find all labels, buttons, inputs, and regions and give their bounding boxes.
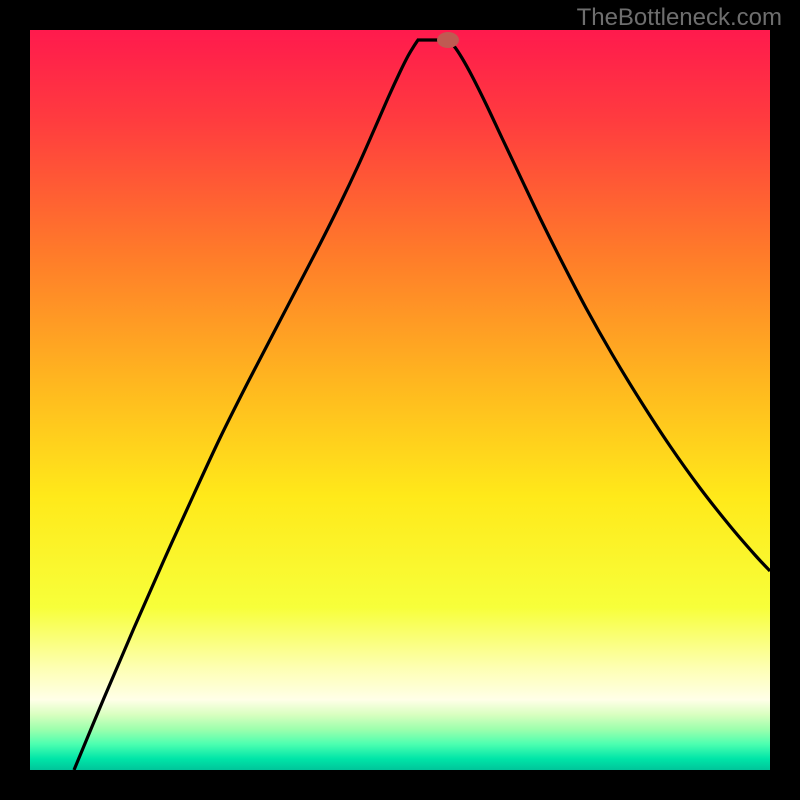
optimal-marker (437, 32, 459, 48)
bottleneck-chart (0, 0, 800, 800)
gradient-background (30, 30, 770, 770)
plot-area (30, 30, 770, 770)
watermark-text: TheBottleneck.com (577, 4, 782, 32)
chart-frame: TheBottleneck.com (0, 0, 800, 800)
